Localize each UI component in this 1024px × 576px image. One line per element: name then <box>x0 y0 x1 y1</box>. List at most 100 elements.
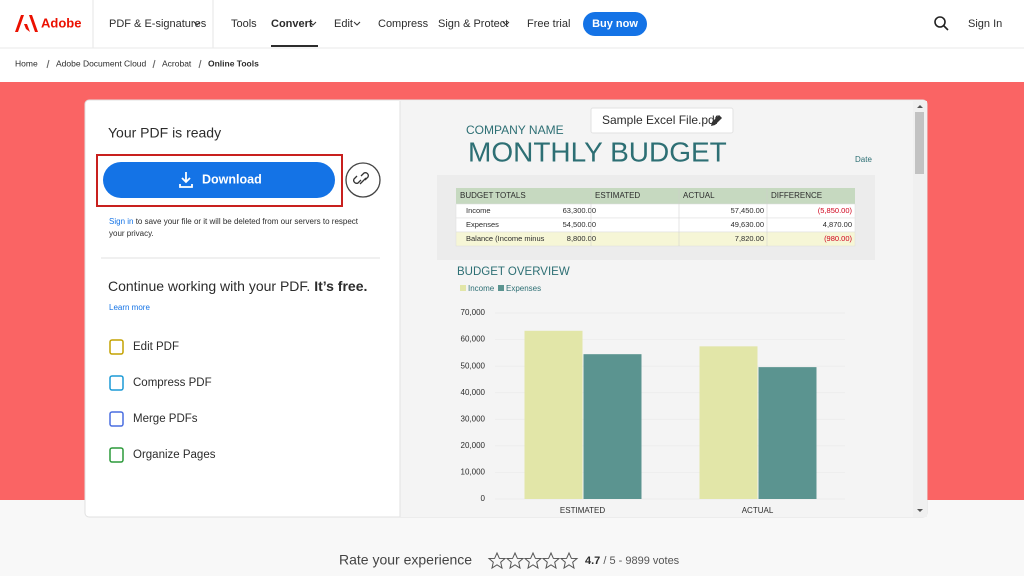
company-name: COMPANY NAME <box>466 123 564 137</box>
share-link-button[interactable] <box>345 162 381 198</box>
bar <box>699 346 758 499</box>
chart: BUDGET OVERVIEW Income Expenses 0 10,000 20,0… <box>457 266 845 515</box>
scrollbar-thumb[interactable] <box>915 112 924 174</box>
votes: / 5 - 9899 votes <box>603 555 679 567</box>
bar <box>583 354 642 499</box>
tool-link[interactable]: Organize Pages <box>133 449 216 461</box>
tool-link[interactable]: Compress PDF <box>133 377 212 389</box>
table-cell: 8,800.00 <box>567 234 596 243</box>
nav-item[interactable]: Convert <box>271 18 313 30</box>
nav-item[interactable]: PDF & E-signatures <box>109 18 207 30</box>
rating-label: Rate your experience <box>339 552 472 568</box>
breadcrumb-item: Online Tools <box>208 58 259 68</box>
notice: Sign in to save your file or it will be … <box>109 217 359 226</box>
nav-item[interactable]: Free trial <box>527 18 570 30</box>
table-row <box>455 203 856 219</box>
breadcrumb-separator <box>46 59 50 69</box>
tool-link[interactable]: Merge PDFs <box>133 413 198 425</box>
breadcrumb-separator <box>152 59 156 69</box>
doc-heading: MONTHLY BUDGET <box>468 136 727 167</box>
search-icon[interactable] <box>934 16 946 28</box>
search-icon <box>943 25 949 31</box>
tool-list: Edit PDF Compress PDF Merge PDFs Organize P… <box>109 339 216 463</box>
table-cell: 63,300.00 <box>563 206 596 215</box>
table-row <box>455 231 856 247</box>
legend-swatch <box>498 285 504 291</box>
top-bar <box>0 0 1024 48</box>
continue-text: Continue working with your PDF. <box>108 278 310 294</box>
tool-icon[interactable] <box>109 375 124 391</box>
breadcrumb-separator <box>198 59 202 69</box>
y-tick-label: 10,000 <box>461 468 486 477</box>
date: Date <box>855 155 872 164</box>
table-header-cell: ACTUAL <box>683 191 715 200</box>
nav-item[interactable]: Edit <box>334 18 353 30</box>
download-label[interactable]: Download <box>202 172 262 186</box>
table-cell: Balance (Income minus <box>466 234 545 243</box>
tool-link[interactable]: Edit PDF <box>133 341 179 353</box>
table-row <box>455 217 856 233</box>
chevron <box>353 21 361 26</box>
budget-table: BUDGET TOTALS ESTIMATED ACTUAL DIFFERENCE In… <box>455 188 856 247</box>
edit-icon[interactable] <box>711 115 722 126</box>
adobe-logo[interactable] <box>15 15 38 32</box>
nav-item[interactable]: Compress <box>378 18 429 30</box>
tool-icon[interactable] <box>109 411 124 427</box>
panel-title: Your PDF is ready <box>108 125 221 141</box>
link-icon <box>353 172 369 185</box>
bar <box>758 367 817 499</box>
table-header-cell: BUDGET TOTALS <box>460 191 526 200</box>
tool-icon[interactable] <box>109 339 124 355</box>
nav: PDF & E-signatures Tools Convert Edit Compre… <box>109 18 570 47</box>
breadcrumb-item[interactable]: Home <box>15 58 38 68</box>
file-name-tag <box>590 107 734 134</box>
legend-label: Income <box>468 284 495 293</box>
notice-text: to save your file or it will be deleted … <box>133 217 358 226</box>
table-cell: (980.00) <box>824 234 852 243</box>
table-cell: 4,870.00 <box>823 220 852 229</box>
download-button[interactable] <box>103 162 335 198</box>
file-name: Sample Excel File.pdf <box>602 113 719 127</box>
legend-label: Expenses <box>506 284 541 293</box>
chevron <box>193 21 201 26</box>
breadcrumb: Home Adobe Document Cloud Acrobat Online To… <box>15 58 259 68</box>
table-cell: 54,500.00 <box>563 220 596 229</box>
tool-icon[interactable] <box>109 447 124 463</box>
table-cell: 49,630.00 <box>731 220 764 229</box>
y-tick-label: 30,000 <box>461 414 486 423</box>
x-tick-label: ESTIMATED <box>560 506 605 515</box>
rating-value: 4.7 / 5 - 9899 votes <box>585 555 680 567</box>
scrollbar <box>913 101 927 517</box>
y-tick-label: 60,000 <box>461 335 486 344</box>
y-tick-label: 20,000 <box>461 441 486 450</box>
brand[interactable]: Adobe <box>41 15 81 30</box>
nav-item[interactable]: Sign & Protect <box>438 18 508 30</box>
y-tick-label: 50,000 <box>461 361 486 370</box>
y-tick-label: 70,000 <box>461 308 486 317</box>
score: 4.7 <box>585 555 600 567</box>
preview-area <box>400 101 927 517</box>
breadcrumb-item[interactable]: Acrobat <box>162 58 192 68</box>
buy-now[interactable]: Buy now <box>592 18 638 30</box>
sign-in[interactable]: Sign In <box>968 18 1002 30</box>
nav-item[interactable]: Tools <box>231 18 257 30</box>
continue-heading: Continue working with your PDF. It’s fre… <box>108 278 367 294</box>
legend-swatch <box>460 285 466 291</box>
learn-more[interactable]: Learn more <box>109 303 150 312</box>
y-tick-label: 0 <box>481 494 486 503</box>
table-cell: Income <box>466 206 491 215</box>
x-tick-label: ACTUAL <box>742 506 774 515</box>
breadcrumb-item[interactable]: Adobe Document Cloud <box>56 58 147 68</box>
buy-now-button[interactable] <box>583 12 647 36</box>
download-icon <box>179 172 193 188</box>
sign-in-link[interactable]: Sign in <box>109 217 133 226</box>
table-header-cell: DIFFERENCE <box>771 191 822 200</box>
table-header-row <box>456 188 855 204</box>
chevron <box>309 21 317 26</box>
chart-title: BUDGET OVERVIEW <box>457 266 570 278</box>
table-cell: (5,850.00) <box>818 206 853 215</box>
table-cell: 57,450.00 <box>731 206 764 215</box>
